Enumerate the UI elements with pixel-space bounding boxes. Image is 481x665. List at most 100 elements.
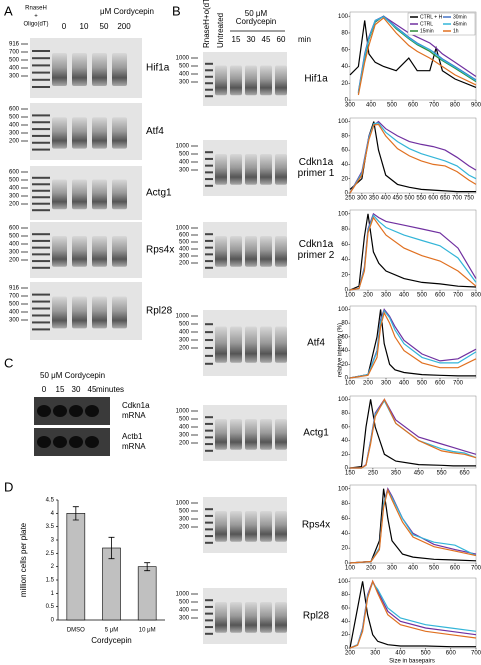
plot-frame xyxy=(349,395,477,469)
series-line xyxy=(349,123,477,194)
x-tick-label: 5 μM xyxy=(105,628,118,634)
ladder-label: 300 xyxy=(9,74,20,80)
lane-label: 30 xyxy=(72,385,81,394)
lane-smear xyxy=(112,296,127,329)
ladder-band xyxy=(205,541,213,544)
gene-label: Cdkn1a xyxy=(299,239,334,250)
ladder-band xyxy=(205,436,213,439)
y-tick-label: 1.5 xyxy=(46,578,55,584)
y-tick-label: 40 xyxy=(341,64,348,70)
x-tick-label: 700 xyxy=(471,566,481,572)
x-tick-label: 700 xyxy=(471,651,481,657)
ladder-label: 300 xyxy=(179,80,190,86)
x-tick-label: DMSO xyxy=(67,628,85,634)
x-tick-label: 250 xyxy=(345,196,356,202)
lane-unit: minutes xyxy=(96,385,124,394)
ladder-label: 200 xyxy=(9,202,20,208)
ladder-label: 400 xyxy=(9,310,20,316)
y-tick-label: 80 xyxy=(341,227,348,233)
y-tick-label: 60 xyxy=(341,47,348,53)
blot-band xyxy=(53,405,67,417)
y-tick-label: 80 xyxy=(341,501,348,507)
blot-band xyxy=(69,405,83,417)
lane-smear xyxy=(215,154,227,185)
y-tick-label: 40 xyxy=(341,438,348,444)
header: Oligo(dT) xyxy=(23,22,48,28)
ladder-label: 300 xyxy=(179,433,190,439)
x-tick-label: 700 xyxy=(453,381,464,387)
lane-smear xyxy=(260,326,272,363)
ladder-label: 1000 xyxy=(176,314,190,320)
x-axis-label: Size in basepairs xyxy=(389,659,435,665)
ladder-band xyxy=(205,239,213,242)
ladder-band xyxy=(205,75,213,78)
ladder-band xyxy=(205,605,213,608)
ladder-band xyxy=(32,183,50,186)
x-tick-label: 700 xyxy=(453,293,464,299)
ladder-band xyxy=(32,239,50,242)
y-tick-label: 80 xyxy=(341,592,348,598)
ladder-band xyxy=(32,307,50,310)
x-tick-label: 300 xyxy=(357,196,368,202)
header: Cordycepin xyxy=(236,17,276,26)
header: Untreated xyxy=(216,13,225,48)
series-line xyxy=(349,122,477,194)
gene-label: Hif1a xyxy=(304,74,328,85)
ladder-label: 200 xyxy=(9,139,20,145)
panel-label: B xyxy=(172,3,181,18)
lane-smear xyxy=(112,236,127,267)
ladder-label: 1000 xyxy=(176,226,190,232)
y-tick-label: 80 xyxy=(341,411,348,417)
x-tick-label: 10 μM xyxy=(139,628,156,634)
ladder-label: 500 xyxy=(9,302,20,308)
ladder-label: 1000 xyxy=(176,501,190,507)
series-line xyxy=(349,216,477,291)
ladder-band xyxy=(205,62,213,65)
lane-label: 60 xyxy=(277,35,286,44)
lane-smear xyxy=(245,65,257,96)
ladder-band xyxy=(32,71,50,74)
series-line xyxy=(357,17,477,96)
lane-smear xyxy=(230,154,242,185)
gene-label: Atf4 xyxy=(146,126,164,137)
ladder-band xyxy=(32,128,50,131)
lane-smear xyxy=(230,602,242,633)
blot-label: Cdkn1a xyxy=(122,401,150,410)
gene-label: Atf4 xyxy=(307,338,325,349)
lane-label: 10 xyxy=(80,22,89,31)
x-tick-label: 700 xyxy=(429,103,440,109)
ladder-band xyxy=(205,331,213,334)
series-line xyxy=(349,309,477,379)
y-tick-label: 40 xyxy=(341,257,348,263)
lane-smear xyxy=(275,419,287,450)
lane-smear xyxy=(215,602,227,633)
error-bar xyxy=(108,536,115,560)
ladder-band xyxy=(205,599,213,602)
ladder-band xyxy=(32,176,50,179)
lane-smear xyxy=(92,117,107,149)
x-tick-label: 500 xyxy=(387,103,398,109)
legend-label: 1h xyxy=(453,28,459,34)
ladder-band xyxy=(205,626,213,629)
ladder-band xyxy=(205,260,213,263)
ladder-label: 400 xyxy=(179,160,190,166)
y-tick-label: 1 xyxy=(51,591,55,597)
lane-smear xyxy=(92,53,107,86)
gene-label: Cdkn1a xyxy=(299,157,334,168)
x-tick-label: 250 xyxy=(368,471,379,477)
y-tick-label: 4 xyxy=(51,511,55,517)
series-line xyxy=(349,488,477,564)
y-tick-label: 100 xyxy=(338,307,349,313)
y-tick-label: 0 xyxy=(345,98,349,104)
ladder-band xyxy=(205,528,213,531)
ladder-label: 300 xyxy=(9,318,20,324)
ladder-band xyxy=(32,189,50,192)
lane-smear xyxy=(245,602,257,633)
ladder-band xyxy=(205,362,213,365)
ladder-band xyxy=(205,164,213,167)
y-tick-label: 20 xyxy=(341,81,348,87)
ladder-band xyxy=(32,148,50,151)
x-tick-label: 300 xyxy=(345,103,356,109)
gene-label: Rps4x xyxy=(146,245,174,256)
series-line xyxy=(349,311,477,379)
